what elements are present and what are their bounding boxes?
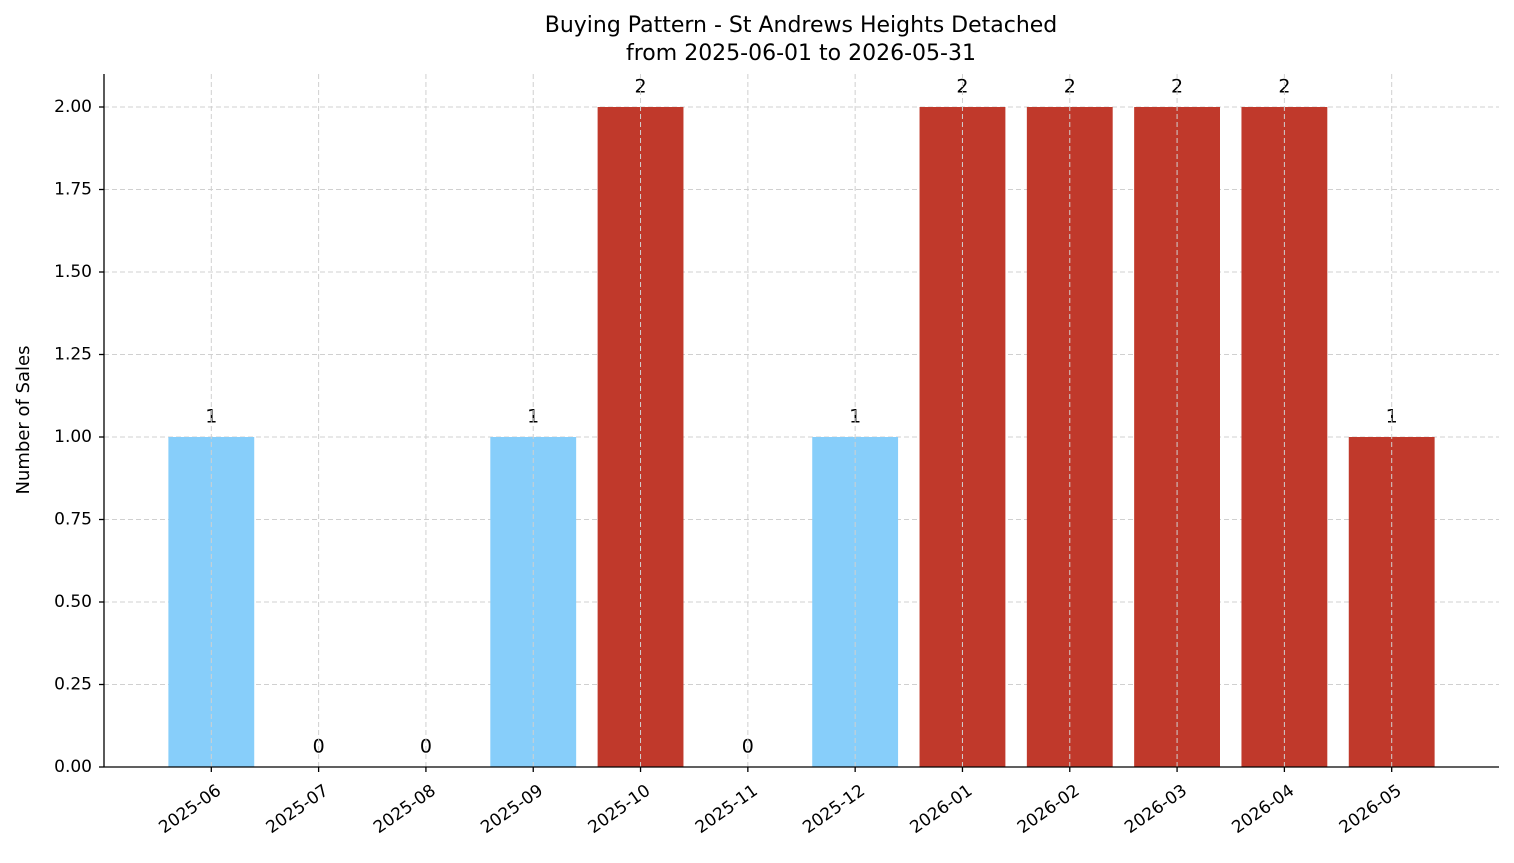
y-tick-label: 0.25 <box>54 675 92 695</box>
x-tick-label: 2025-10 <box>585 781 655 838</box>
x-tick-label: 2026-05 <box>1336 781 1406 838</box>
data-label: 1 <box>527 406 539 428</box>
data-label: 1 <box>1386 406 1398 428</box>
data-label: 1 <box>849 406 861 428</box>
y-tick-label: 0.75 <box>54 510 92 530</box>
y-tick-label: 1.50 <box>54 262 92 282</box>
y-tick-label: 0.50 <box>54 592 92 612</box>
y-tick-label: 0.00 <box>54 757 92 777</box>
chart-subtitle: from 2025-06-01 to 2026-05-31 <box>626 41 976 66</box>
y-tick-label: 1.75 <box>54 180 92 200</box>
x-tick-label: 2025-08 <box>370 781 440 838</box>
y-axis-label: Number of Sales <box>13 345 34 494</box>
x-tick-label: 2025-09 <box>477 781 547 838</box>
data-label: 1 <box>205 406 217 428</box>
x-tick-label: 2026-01 <box>907 781 977 838</box>
chart-title: Buying Pattern - St Andrews Heights Deta… <box>545 13 1058 38</box>
x-tick-label: 2025-06 <box>155 781 225 838</box>
x-tick-label: 2025-11 <box>692 781 762 838</box>
y-tick-label: 2.00 <box>54 97 92 117</box>
y-tick-label: 1.00 <box>54 427 92 447</box>
y-tick-label: 1.25 <box>54 345 92 365</box>
x-tick-label: 2025-07 <box>263 781 333 838</box>
x-tick-label: 2026-04 <box>1228 781 1298 838</box>
x-tick-label: 2026-02 <box>1014 781 1084 838</box>
x-tick-label: 2025-12 <box>799 781 869 838</box>
x-tick-label: 2026-03 <box>1121 781 1191 838</box>
